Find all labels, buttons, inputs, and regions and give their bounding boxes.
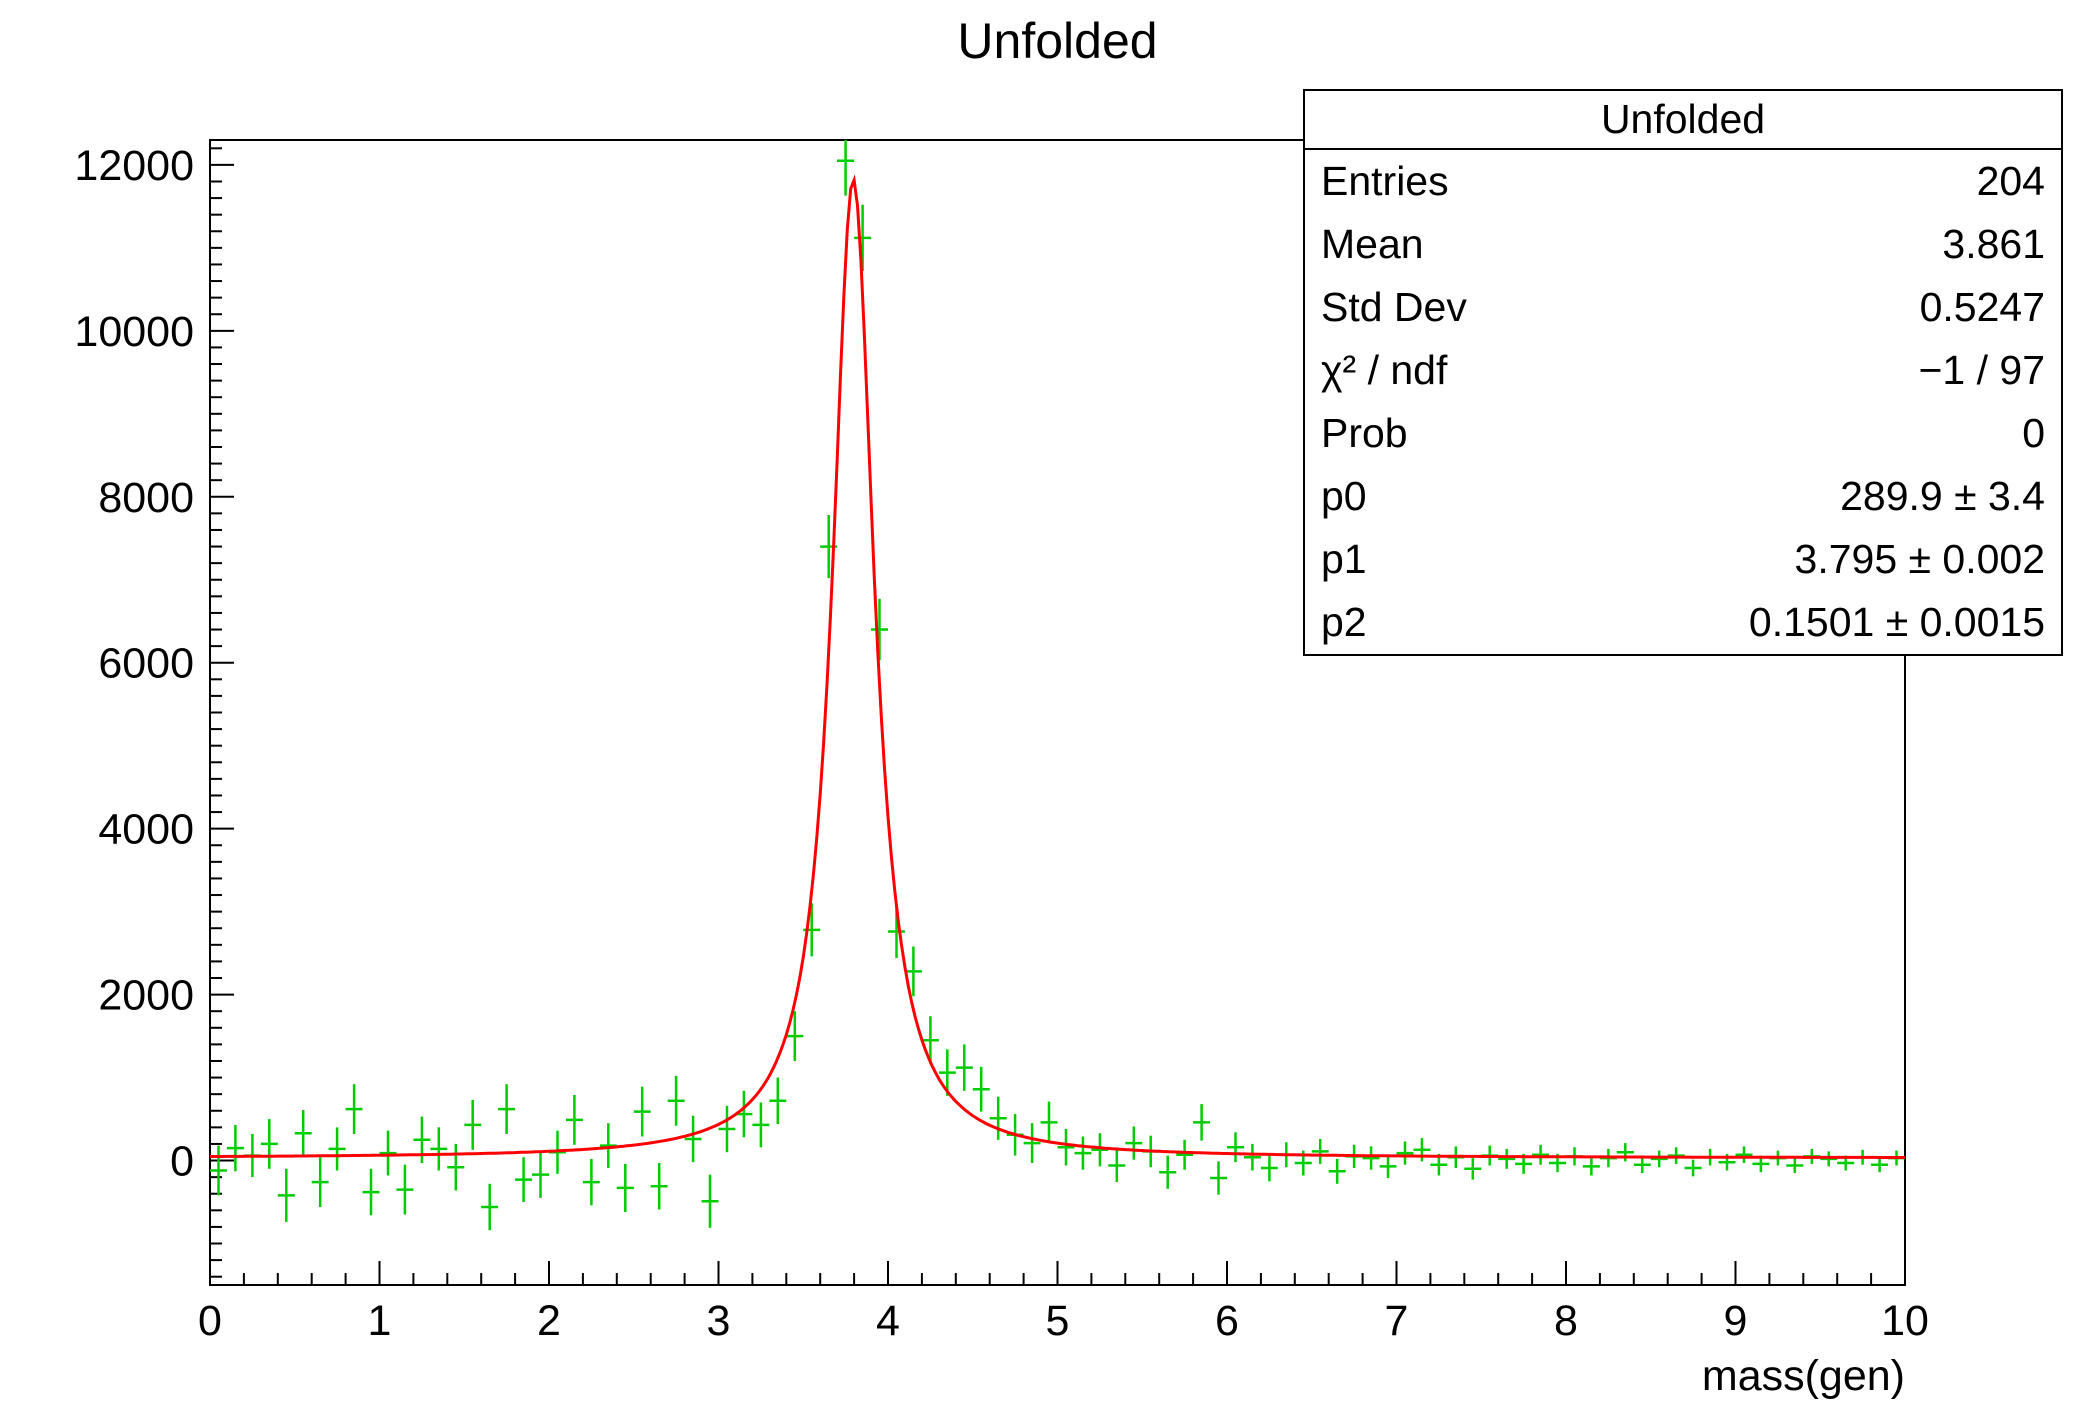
stat-label: p1 [1321,536,1367,582]
svg-text:6: 6 [1215,1297,1239,1345]
stats-row-chi2: χ² / ndf −1 / 97 [1305,339,2061,402]
stats-box: Unfolded Entries 204 Mean 3.861 Std Dev … [1303,89,2063,656]
stat-value: 204 [1976,158,2045,204]
stat-label: Std Dev [1321,284,1467,330]
stats-row-prob: Prob 0 [1305,402,2061,465]
svg-text:7: 7 [1385,1297,1409,1345]
stat-value: 289.9 ± 3.4 [1840,473,2045,519]
stats-row-mean: Mean 3.861 [1305,213,2061,276]
svg-text:6000: 6000 [98,640,194,688]
stats-row-entries: Entries 204 [1305,150,2061,213]
svg-text:1: 1 [368,1297,392,1345]
x-axis-title: mass(gen) [1701,1352,1905,1400]
svg-text:9: 9 [1724,1297,1748,1345]
svg-text:4000: 4000 [98,806,194,854]
stat-label: Entries [1321,158,1449,204]
svg-text:10000: 10000 [74,308,194,356]
svg-text:0: 0 [198,1297,222,1345]
stat-value: 0.1501 ± 0.0015 [1748,599,2045,645]
svg-text:5: 5 [1046,1297,1070,1345]
svg-text:2000: 2000 [98,972,194,1020]
stat-value: −1 / 97 [1918,347,2045,393]
stats-row-p1: p1 3.795 ± 0.002 [1305,528,2061,591]
stat-label: p2 [1321,599,1367,645]
svg-text:3: 3 [707,1297,731,1345]
stat-label: p0 [1321,473,1367,519]
svg-text:10: 10 [1881,1297,1929,1345]
stats-row-p0: p0 289.9 ± 3.4 [1305,465,2061,528]
stat-label: χ² / ndf [1321,347,1448,393]
stat-label: Prob [1321,410,1408,456]
svg-text:8: 8 [1554,1297,1578,1345]
svg-text:4: 4 [876,1297,900,1345]
stat-value: 0.5247 [1919,284,2045,330]
stat-value: 3.795 ± 0.002 [1794,536,2045,582]
stats-row-stddev: Std Dev 0.5247 [1305,276,2061,339]
stat-value: 3.861 [1942,221,2045,267]
svg-text:12000: 12000 [74,142,194,190]
svg-text:2: 2 [537,1297,561,1345]
svg-text:8000: 8000 [98,474,194,522]
stat-label: Mean [1321,221,1424,267]
svg-text:0: 0 [170,1138,194,1186]
stat-value: 0 [2022,410,2045,456]
chart-title: Unfolded [957,13,1158,69]
stats-title: Unfolded [1305,91,2061,150]
stats-row-p2: p2 0.1501 ± 0.0015 [1305,591,2061,654]
